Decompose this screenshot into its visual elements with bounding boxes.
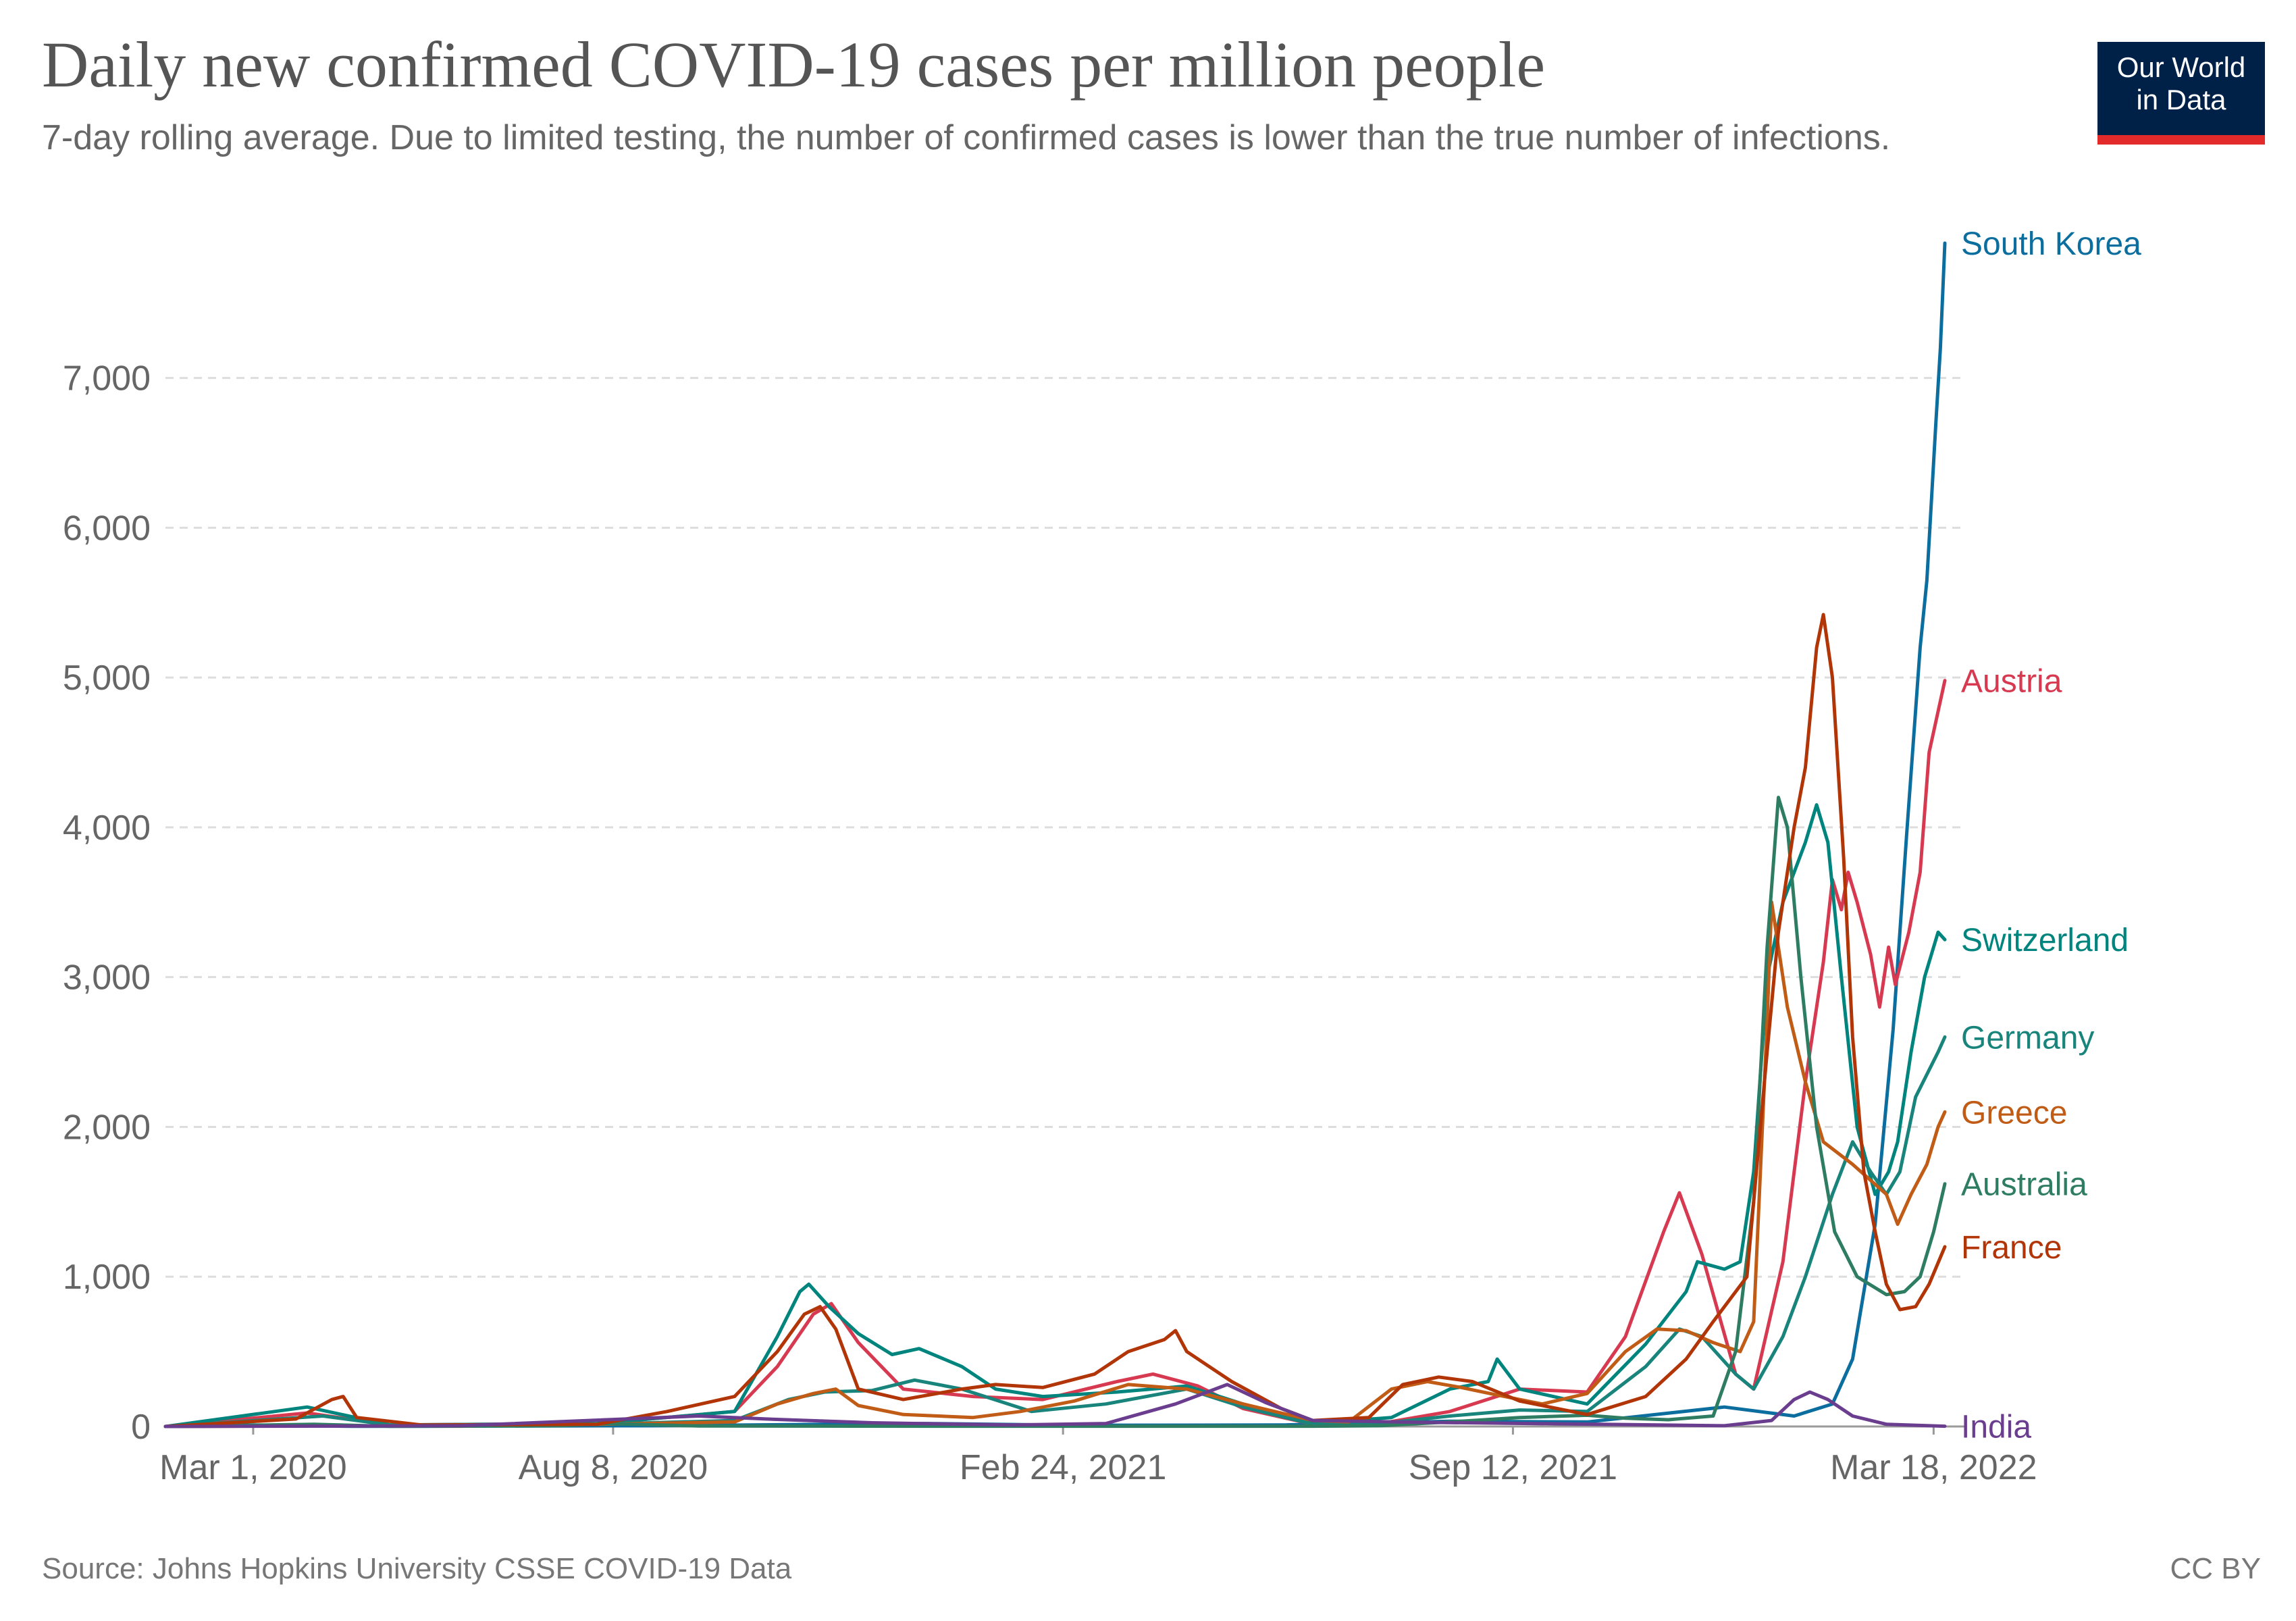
series-line-switzerland[interactable] — [163, 803, 1947, 1429]
series-label-austria: Austria — [1961, 664, 2062, 700]
y-tick-label: 3,000 — [63, 958, 151, 998]
logo-line-1: Our World — [2116, 51, 2246, 83]
logo-accent-bar — [2097, 135, 2265, 145]
chart-title: Daily new confirmed COVID-19 cases per m… — [42, 28, 1546, 101]
x-tick-label: Mar 1, 2020 — [159, 1448, 347, 1487]
y-tick-label: 7,000 — [63, 359, 151, 398]
series-label-france: France — [1961, 1230, 2062, 1266]
series-line-austria[interactable] — [163, 679, 1947, 1429]
series-label-india: India — [1961, 1410, 2031, 1445]
series-label-germany: Germany — [1961, 1020, 2094, 1056]
y-tick-label: 0 — [131, 1408, 151, 1447]
series-lines — [163, 241, 1947, 1429]
chart-subtitle: 7-day rolling average. Due to limited te… — [42, 118, 1891, 157]
y-axis: 0 1,000 2,000 3,000 4,000 5,000 6,000 7,000 — [63, 359, 151, 1447]
gridlines — [165, 377, 1965, 1278]
x-tick-label: Sep 12, 2021 — [1409, 1448, 1617, 1487]
series-label-greece: Greece — [1961, 1095, 2067, 1131]
x-axis: Mar 1, 2020 Aug 8, 2020 Feb 24, 2021 Sep 12… — [159, 1425, 2037, 1487]
logo-line-2: in Data — [2136, 84, 2226, 115]
series-line-india[interactable] — [163, 1383, 1947, 1429]
series-line-france[interactable] — [163, 613, 1947, 1429]
x-tick-label: Mar 18, 2022 — [1830, 1448, 2037, 1487]
x-tick-label: Feb 24, 2021 — [960, 1448, 1166, 1487]
y-tick-label: 4,000 — [63, 808, 151, 848]
y-tick-label: 1,000 — [63, 1258, 151, 1297]
series-label-switzerland: Switzerland — [1961, 923, 2129, 958]
series-line-south-korea[interactable] — [163, 241, 1947, 1429]
series-labels: South Korea Austria Switzerland Germany Gree… — [1961, 226, 2141, 1445]
license-note[interactable]: CC BY — [2170, 1552, 2261, 1585]
y-tick-label: 6,000 — [63, 509, 151, 548]
x-tick-label: Aug 8, 2020 — [519, 1448, 708, 1487]
series-label-south-korea: South Korea — [1961, 226, 2141, 262]
y-tick-label: 5,000 — [63, 659, 151, 698]
series-line-australia[interactable] — [163, 796, 1947, 1429]
series-label-australia: Australia — [1961, 1167, 2087, 1203]
series-line-greece[interactable] — [163, 900, 1947, 1429]
owid-logo[interactable]: Our World in Data — [2097, 42, 2265, 145]
source-note[interactable]: Source: Johns Hopkins University CSSE CO… — [42, 1552, 792, 1585]
y-tick-label: 2,000 — [63, 1108, 151, 1147]
